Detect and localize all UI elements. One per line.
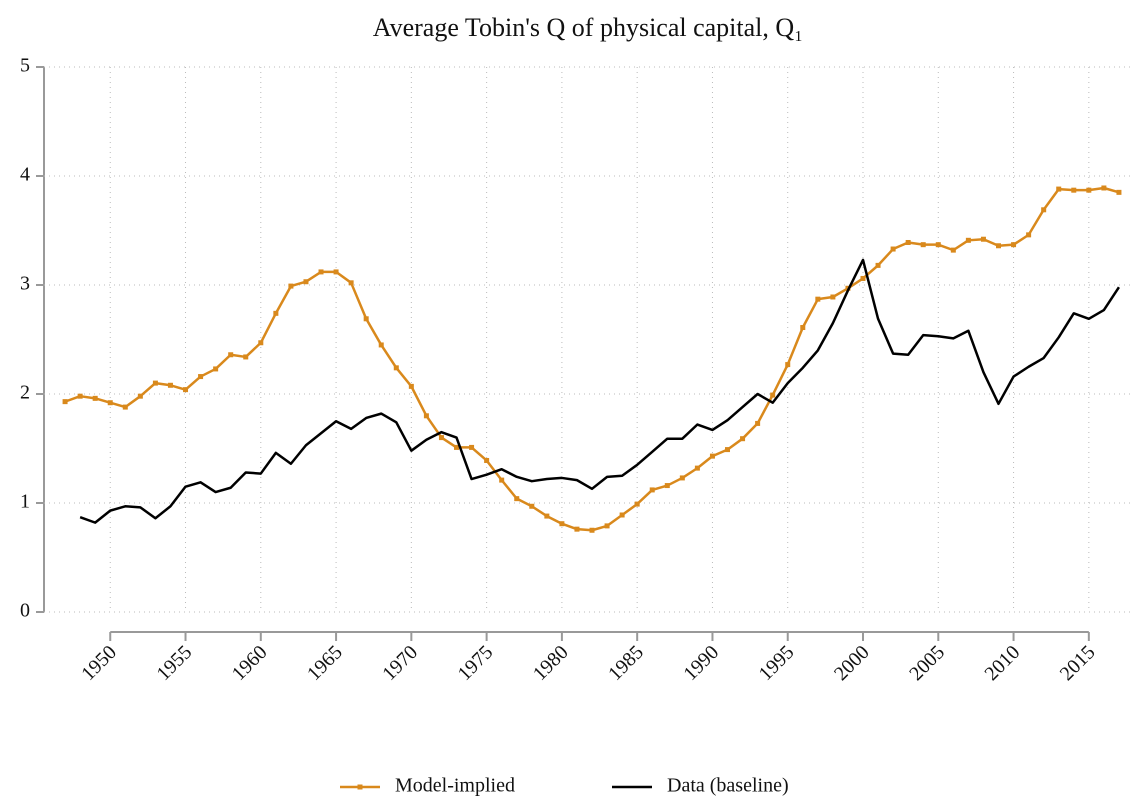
point-marker bbox=[288, 283, 294, 289]
point-marker bbox=[258, 340, 264, 346]
point-marker bbox=[273, 310, 279, 316]
point-marker bbox=[920, 242, 926, 248]
point-marker bbox=[363, 316, 369, 322]
point-marker bbox=[664, 483, 670, 489]
point-marker bbox=[1026, 232, 1032, 238]
point-marker bbox=[875, 262, 881, 268]
series-line bbox=[79, 258, 1120, 524]
point-marker bbox=[529, 503, 535, 509]
y-tick-label: 5 bbox=[20, 55, 30, 77]
x-tick-label: 2015 bbox=[1056, 641, 1100, 685]
point-marker bbox=[333, 269, 339, 275]
point-marker bbox=[454, 444, 460, 450]
point-marker bbox=[589, 527, 595, 533]
point-marker bbox=[423, 413, 429, 419]
point-marker bbox=[438, 435, 444, 441]
point-marker bbox=[740, 436, 746, 442]
point-marker bbox=[755, 420, 761, 426]
y-tick-label: 2 bbox=[20, 382, 30, 404]
point-marker bbox=[950, 247, 956, 253]
legend-label: Data (baseline) bbox=[667, 775, 789, 797]
x-tick-label: 1980 bbox=[529, 641, 573, 685]
x-tick-label: 1970 bbox=[378, 641, 422, 685]
point-marker bbox=[770, 392, 776, 398]
y-tick-label: 4 bbox=[20, 164, 30, 186]
point-marker bbox=[318, 269, 324, 275]
point-marker bbox=[167, 382, 173, 388]
y-tick-label: 1 bbox=[20, 491, 30, 513]
point-marker bbox=[634, 501, 640, 507]
point-marker bbox=[1101, 185, 1107, 191]
point-marker bbox=[243, 354, 249, 360]
point-marker bbox=[709, 453, 715, 459]
point-marker bbox=[1071, 187, 1077, 193]
point-marker bbox=[378, 342, 384, 348]
point-marker bbox=[980, 236, 986, 242]
point-marker bbox=[965, 237, 971, 243]
point-marker bbox=[905, 239, 911, 245]
point-marker bbox=[679, 475, 685, 481]
point-marker bbox=[92, 395, 98, 401]
point-marker bbox=[469, 444, 475, 450]
point-marker bbox=[544, 513, 550, 519]
x-tick-label: 1995 bbox=[755, 641, 799, 685]
point-marker bbox=[649, 487, 655, 493]
x-tick-label: 1990 bbox=[679, 641, 723, 685]
point-marker bbox=[499, 477, 505, 483]
legend-marker bbox=[357, 784, 363, 790]
point-marker bbox=[1056, 186, 1062, 192]
x-tick-label: 1975 bbox=[454, 641, 498, 685]
point-marker bbox=[62, 399, 68, 405]
point-marker bbox=[484, 457, 490, 463]
point-marker bbox=[604, 523, 610, 529]
x-tick-label: 1965 bbox=[303, 641, 347, 685]
point-marker bbox=[77, 393, 83, 399]
point-marker bbox=[1011, 242, 1017, 248]
point-marker bbox=[800, 325, 806, 331]
point-marker bbox=[725, 447, 731, 453]
point-marker bbox=[348, 280, 354, 286]
legend-label: Model-implied bbox=[395, 775, 515, 797]
point-marker bbox=[198, 374, 204, 380]
point-marker bbox=[303, 279, 309, 285]
x-tick-label: 1955 bbox=[152, 641, 196, 685]
point-marker bbox=[574, 526, 580, 532]
point-marker bbox=[393, 365, 399, 371]
x-tick-label: 1985 bbox=[604, 641, 648, 685]
point-marker bbox=[830, 294, 836, 300]
point-marker bbox=[1041, 207, 1047, 213]
point-marker bbox=[1116, 189, 1122, 195]
point-marker bbox=[559, 521, 565, 527]
point-marker bbox=[408, 383, 414, 389]
point-marker bbox=[996, 243, 1002, 249]
point-marker bbox=[890, 246, 896, 252]
point-marker bbox=[107, 400, 113, 406]
point-marker bbox=[183, 387, 189, 393]
point-marker bbox=[785, 362, 791, 368]
x-tick-label: 2010 bbox=[981, 641, 1025, 685]
point-marker bbox=[815, 296, 821, 302]
x-tick-label: 1950 bbox=[77, 641, 121, 685]
point-marker bbox=[152, 380, 158, 386]
x-tick-label: 1960 bbox=[228, 641, 272, 685]
point-marker bbox=[122, 404, 128, 410]
y-tick-label: 0 bbox=[20, 600, 30, 622]
point-marker bbox=[213, 366, 219, 372]
point-marker bbox=[228, 352, 234, 358]
y-tick-label: 3 bbox=[20, 273, 30, 295]
point-marker bbox=[137, 393, 143, 399]
point-marker bbox=[694, 465, 700, 471]
chart-title: Average Tobin's Q of physical capital, Q… bbox=[373, 13, 803, 42]
point-marker bbox=[514, 496, 520, 502]
x-tick-label: 2005 bbox=[905, 641, 949, 685]
x-tick-label: 2000 bbox=[830, 641, 874, 685]
series-line bbox=[64, 186, 1120, 532]
point-marker bbox=[1086, 187, 1092, 193]
point-marker bbox=[619, 512, 625, 518]
point-marker bbox=[860, 275, 866, 281]
point-marker bbox=[935, 242, 941, 248]
